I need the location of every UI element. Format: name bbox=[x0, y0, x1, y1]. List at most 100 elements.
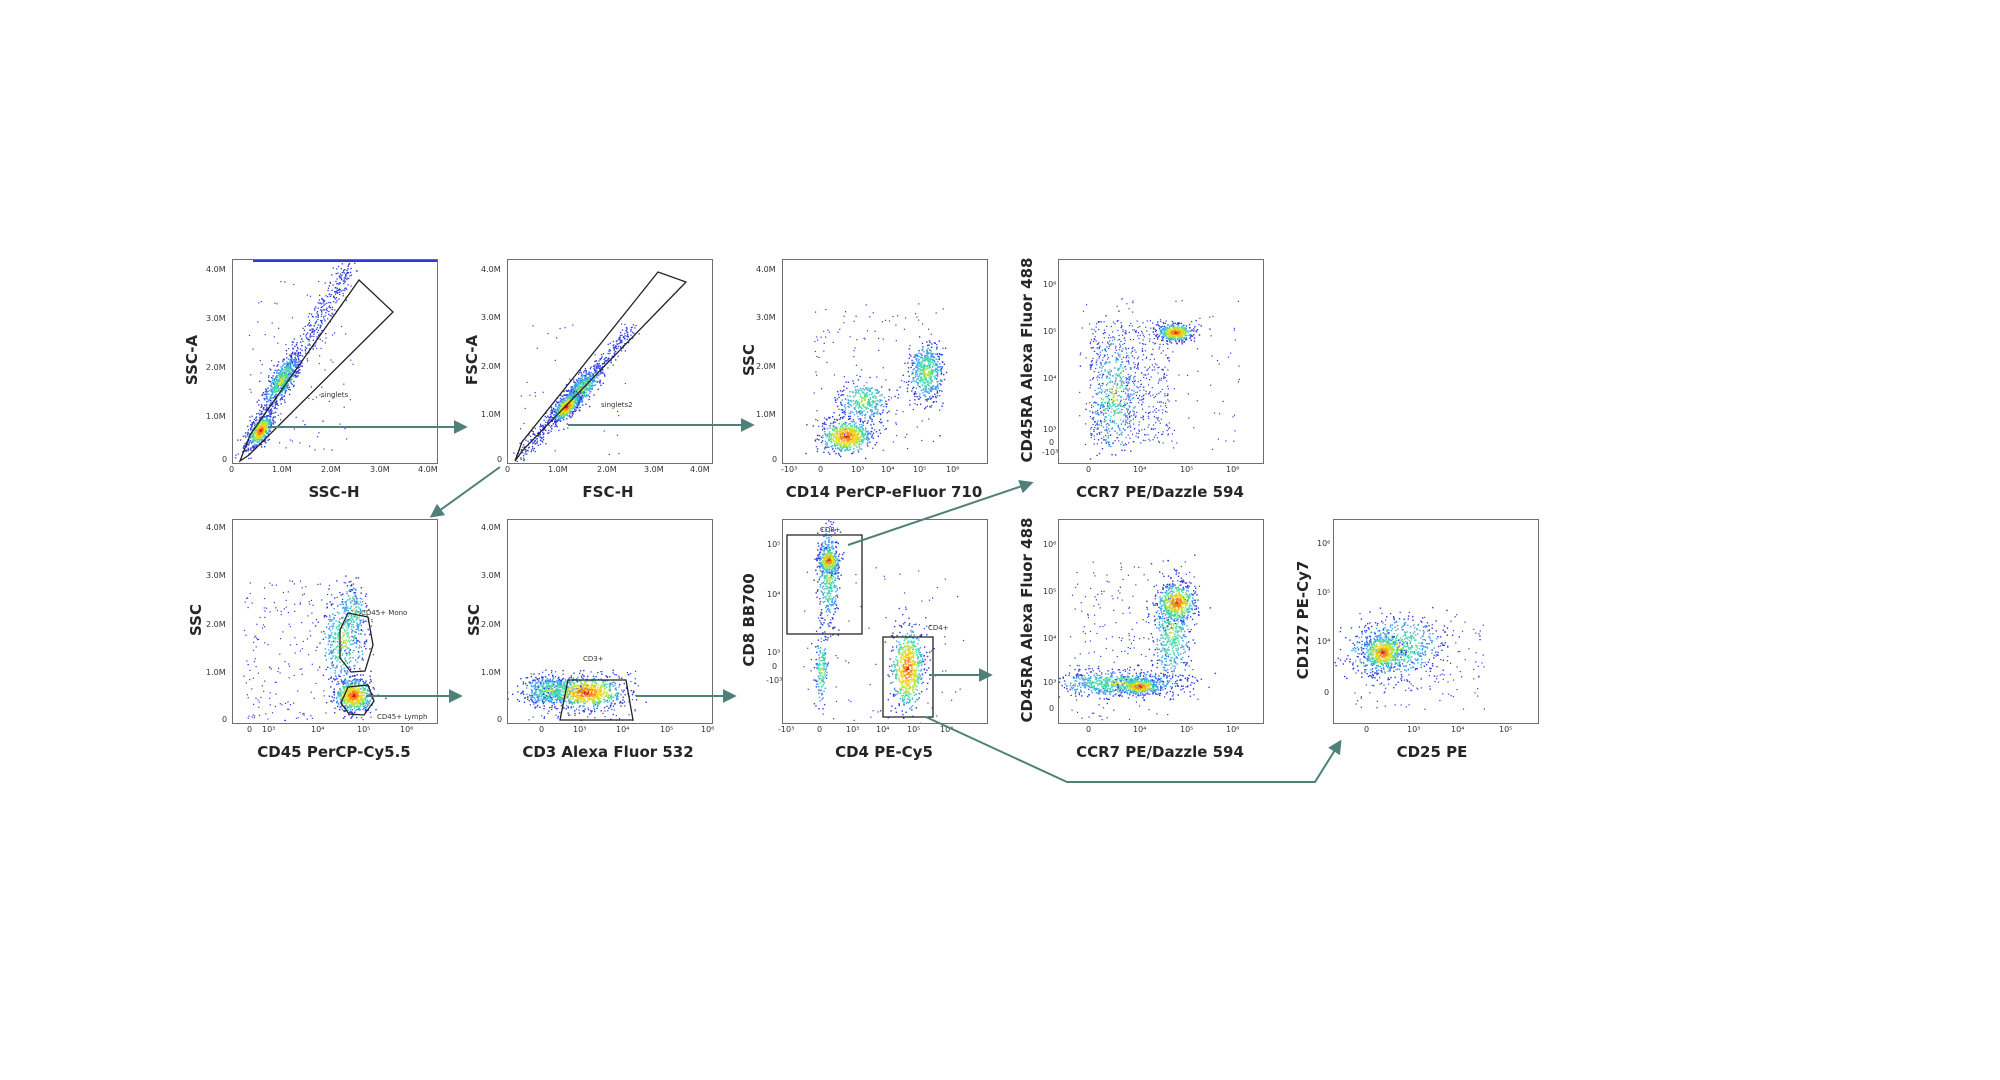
y-tick: 4.0M bbox=[481, 523, 501, 532]
x-tick: 2.0M bbox=[321, 465, 341, 474]
y-tick: 1.0M bbox=[481, 668, 501, 677]
plot-area bbox=[1333, 519, 1539, 724]
plot-area: singlets bbox=[232, 259, 438, 464]
y-tick: 0 bbox=[222, 455, 228, 464]
x-tick: 10⁵ bbox=[660, 725, 674, 734]
y-tick: 0 bbox=[1324, 688, 1330, 697]
density-cluster bbox=[1154, 575, 1200, 631]
density-cluster bbox=[811, 624, 830, 710]
x-tick: 10⁶ bbox=[940, 725, 954, 734]
density-cluster bbox=[805, 411, 887, 460]
y-axis-label: SSC bbox=[187, 604, 205, 636]
density-cluster bbox=[549, 386, 591, 430]
y-tick: 1.0M bbox=[756, 410, 776, 419]
x-tick: 10⁴ bbox=[1133, 725, 1147, 734]
y-tick: 0 bbox=[1049, 704, 1055, 713]
x-tick: 10⁴ bbox=[1451, 725, 1465, 734]
y-tick: 10³ bbox=[1043, 425, 1057, 434]
plot-area bbox=[1058, 259, 1264, 464]
x-tick: -10³ bbox=[781, 465, 798, 474]
x-tick: -10³ bbox=[778, 725, 795, 734]
y-tick: 10⁴ bbox=[1043, 634, 1057, 643]
gate-cd45-mono[interactable] bbox=[339, 612, 374, 673]
x-tick: 10⁶ bbox=[1226, 465, 1240, 474]
y-tick: 0 bbox=[497, 715, 503, 724]
x-tick: 10³ bbox=[573, 725, 587, 734]
x-tick: 0 bbox=[505, 465, 511, 474]
sparse-events bbox=[1079, 300, 1240, 450]
y-tick: 1.0M bbox=[206, 412, 226, 421]
gate-singlets[interactable] bbox=[238, 279, 394, 463]
y-tick: 4.0M bbox=[206, 523, 226, 532]
gate-cd8[interactable] bbox=[786, 534, 863, 635]
y-tick: 0 bbox=[1049, 438, 1055, 447]
x-tick: 0 bbox=[539, 725, 545, 734]
density-cluster bbox=[832, 375, 901, 426]
density-cluster bbox=[1353, 629, 1414, 678]
x-tick: 3.0M bbox=[644, 465, 664, 474]
gate-cd45-lymph[interactable] bbox=[340, 684, 375, 716]
y-tick: 10⁶ bbox=[1317, 539, 1331, 548]
y-tick: 10³ bbox=[1043, 678, 1057, 687]
y-tick: 4.0M bbox=[481, 265, 501, 274]
density-cluster bbox=[547, 357, 617, 428]
x-tick: 10⁶ bbox=[946, 465, 960, 474]
x-tick: 0 bbox=[247, 725, 253, 734]
scatter-ccr7-cd45ra-cd8 bbox=[1079, 298, 1240, 460]
density-cluster bbox=[1152, 319, 1211, 345]
x-tick: 1.0M bbox=[548, 465, 568, 474]
y-tick: -10³ bbox=[1042, 448, 1059, 457]
y-tick: 3.0M bbox=[481, 313, 501, 322]
x-tick: 10⁵ bbox=[907, 725, 921, 734]
density-cluster bbox=[314, 575, 372, 694]
x-axis-label: CD14 PerCP-eFluor 710 bbox=[785, 483, 983, 501]
y-axis-label: CD8 BB700 bbox=[740, 573, 758, 667]
x-tick: 10³ bbox=[262, 725, 276, 734]
density-cluster bbox=[1079, 298, 1147, 460]
x-axis-label: CD4 PE-Cy5 bbox=[835, 743, 933, 761]
x-tick: 10³ bbox=[846, 725, 860, 734]
x-tick: 2.0M bbox=[597, 465, 617, 474]
gate-label-cd8: CD8+ bbox=[820, 526, 841, 534]
x-tick: 10⁵ bbox=[1180, 465, 1194, 474]
y-tick: -10³ bbox=[766, 676, 783, 685]
x-tick: 4.0M bbox=[690, 465, 710, 474]
plot-area bbox=[1058, 519, 1264, 724]
x-axis-label: SSC-H bbox=[308, 483, 360, 501]
y-tick: 10⁵ bbox=[1317, 588, 1331, 597]
x-axis-label: CD25 PE bbox=[1396, 743, 1468, 761]
gate-singlets2[interactable] bbox=[514, 271, 688, 462]
x-tick: 10³ bbox=[851, 465, 865, 474]
scatter-cd4-cd8: CD8+ CD4+ bbox=[786, 520, 965, 723]
density-cluster bbox=[340, 577, 369, 654]
y-tick: 4.0M bbox=[206, 265, 226, 274]
y-tick: 10⁵ bbox=[767, 540, 781, 549]
y-axis-label: FSC-A bbox=[463, 334, 481, 386]
y-axis-label: CD127 PE-Cy7 bbox=[1294, 560, 1312, 680]
flow-arrow bbox=[429, 466, 501, 518]
scatter-cd3-ssc: CD3+ bbox=[508, 655, 647, 722]
y-tick: 3.0M bbox=[756, 313, 776, 322]
plot-area: singlets2 bbox=[507, 259, 713, 464]
gate-label-cd45-lymph: CD45+ Lymph bbox=[377, 713, 427, 721]
y-tick: 2.0M bbox=[756, 362, 776, 371]
y-tick: 10³ bbox=[767, 648, 781, 657]
density-cluster bbox=[813, 520, 842, 641]
density-cluster bbox=[815, 547, 845, 576]
x-tick: 10³ bbox=[1407, 725, 1421, 734]
y-tick: 3.0M bbox=[206, 314, 226, 323]
x-tick: 10⁶ bbox=[1226, 725, 1240, 734]
y-axis-label: CD45RA Alexa Fluor 488 bbox=[1018, 257, 1036, 463]
y-tick: 10⁴ bbox=[1043, 374, 1057, 383]
y-tick: 4.0M bbox=[756, 265, 776, 274]
scatter-ssc-singlets: singlets bbox=[234, 260, 437, 463]
plot-area: CD8+ CD4+ bbox=[782, 519, 988, 724]
x-axis-label: FSC-H bbox=[582, 483, 634, 501]
y-axis-label: CD45RA Alexa Fluor 488 bbox=[1018, 517, 1036, 723]
y-tick: 1.0M bbox=[481, 410, 501, 419]
y-tick: 0 bbox=[772, 662, 778, 671]
density-cluster bbox=[1113, 672, 1162, 699]
gate-cd3[interactable] bbox=[559, 679, 634, 721]
x-tick: 0 bbox=[818, 465, 824, 474]
x-tick: 10⁴ bbox=[881, 465, 895, 474]
